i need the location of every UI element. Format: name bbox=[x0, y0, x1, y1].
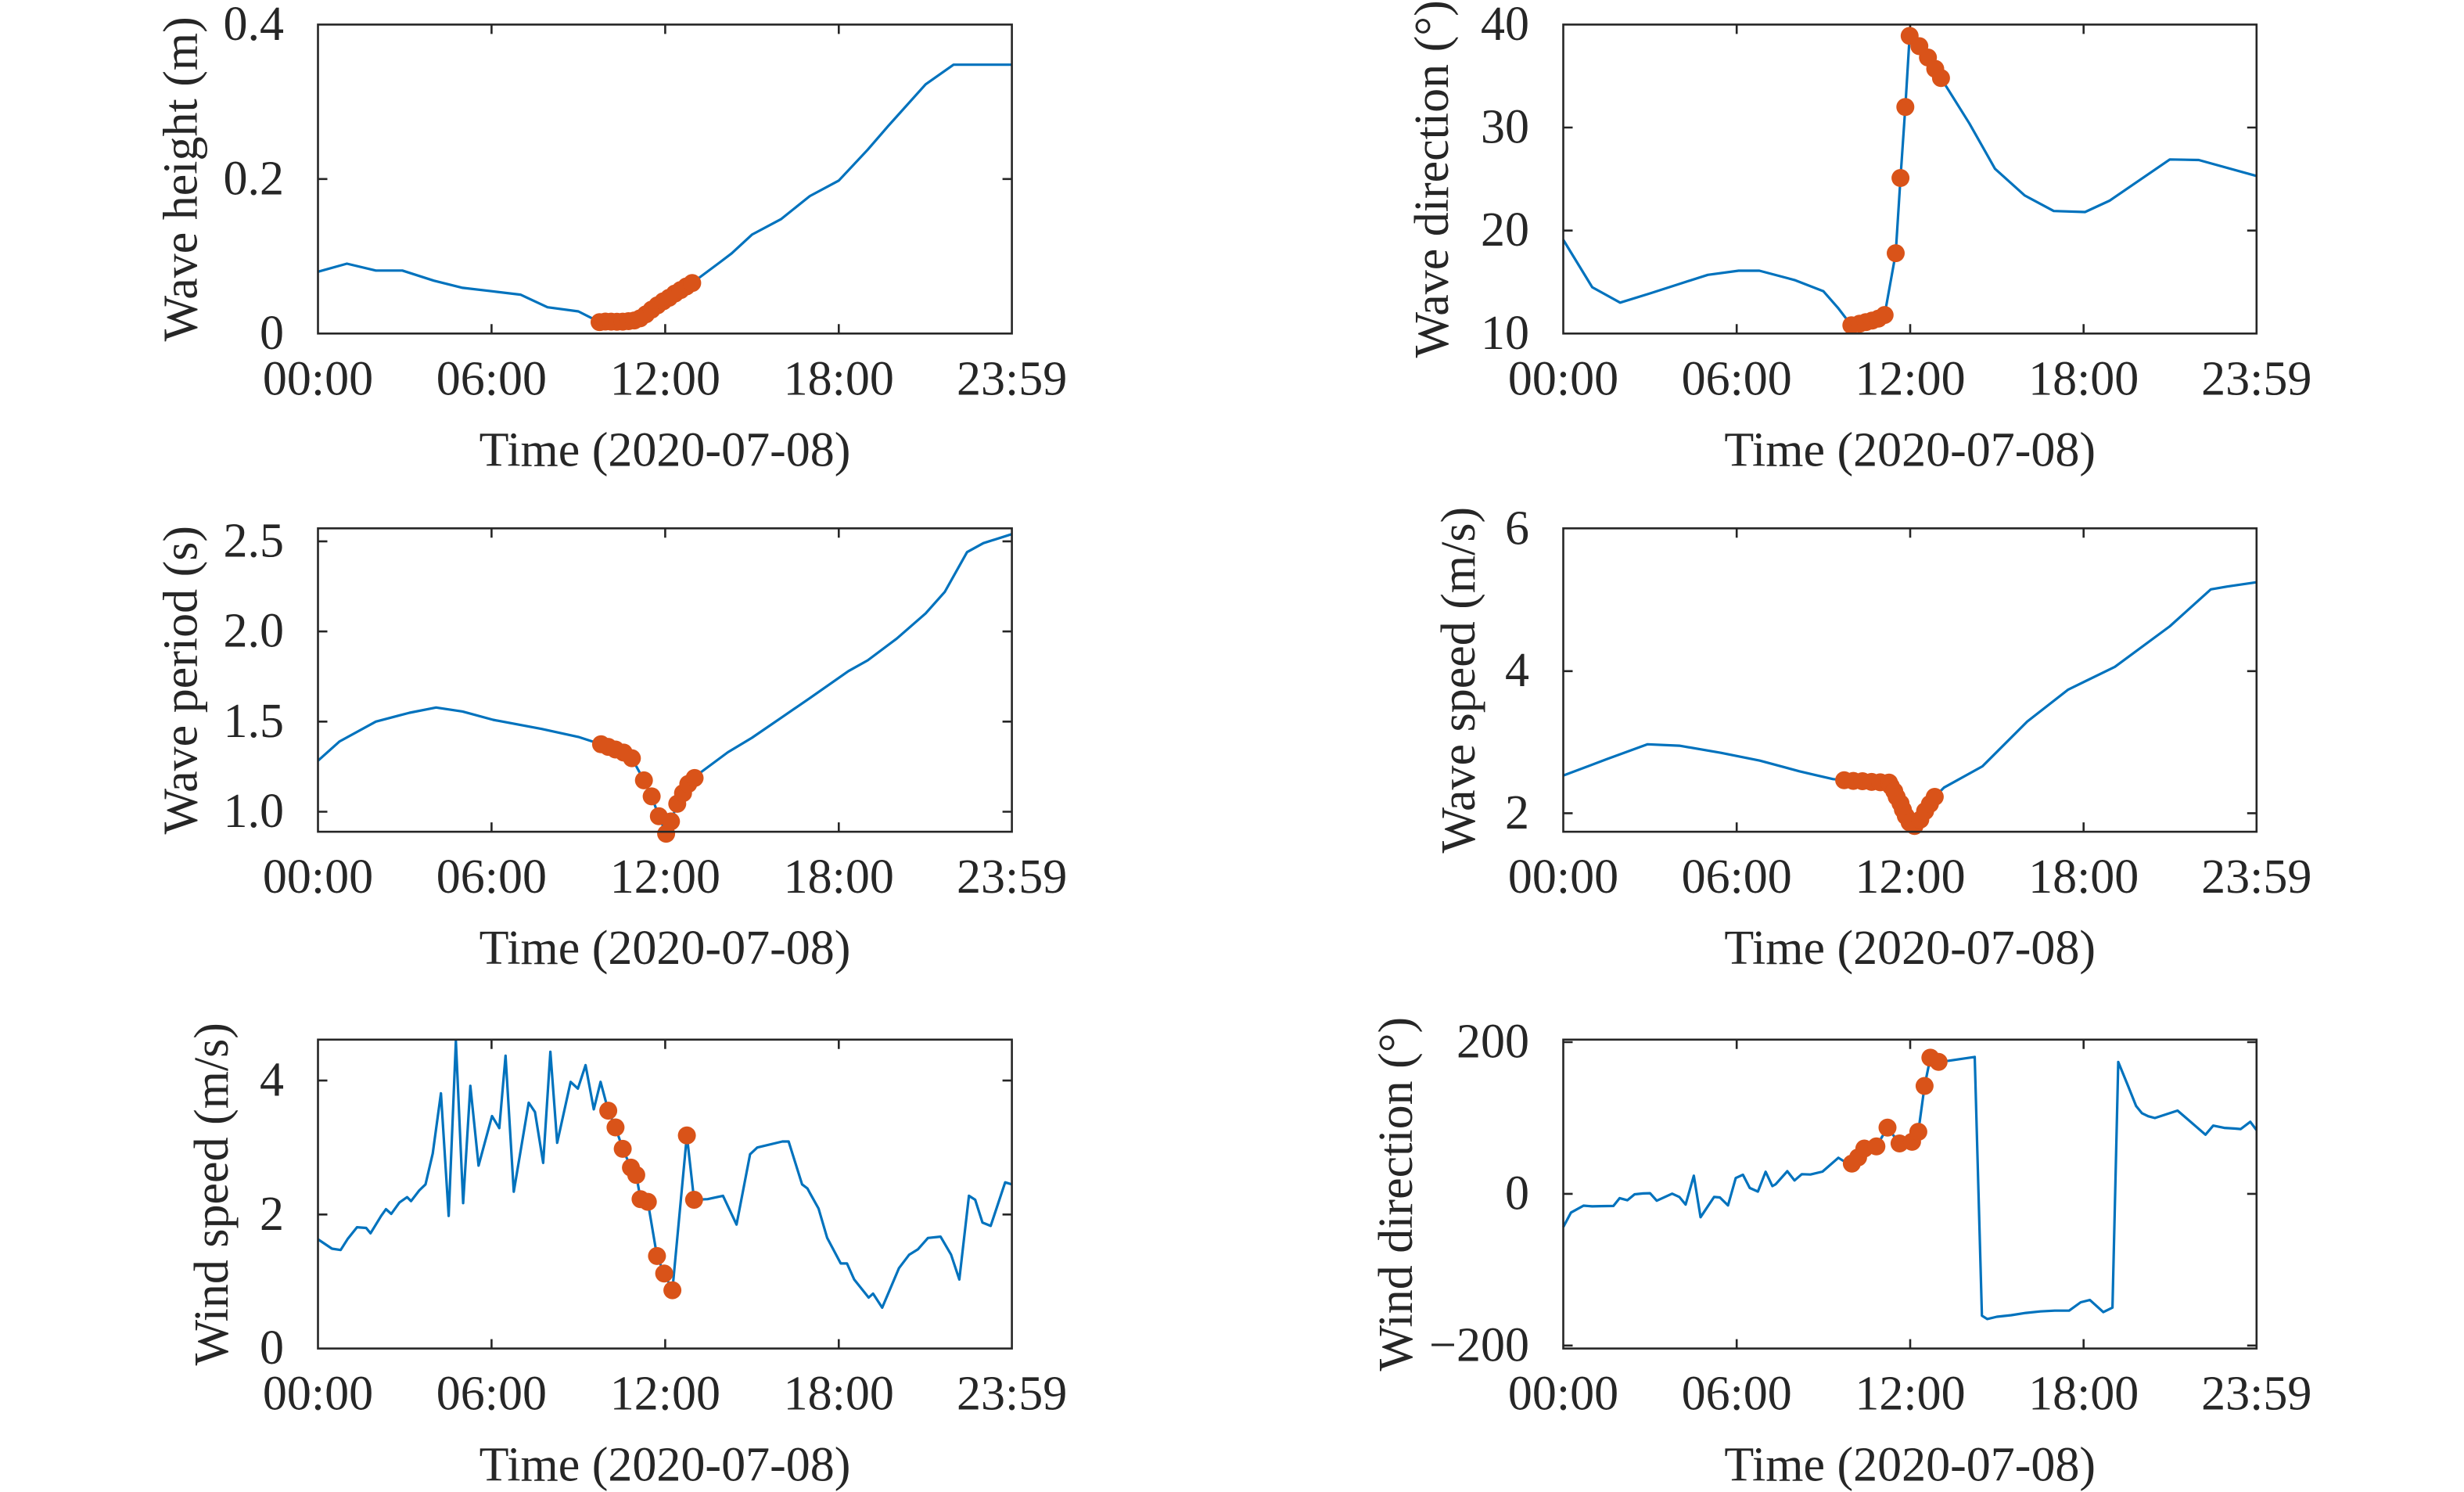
svg-text:18:00: 18:00 bbox=[784, 850, 894, 904]
svg-text:23:59: 23:59 bbox=[2201, 1368, 2311, 1421]
svg-text:1.5: 1.5 bbox=[224, 695, 285, 748]
svg-text:23:59: 23:59 bbox=[2201, 352, 2311, 405]
svg-text:00:00: 00:00 bbox=[263, 1368, 373, 1421]
svg-text:Wave direction (°): Wave direction (°) bbox=[1406, 0, 1459, 358]
svg-text:06:00: 06:00 bbox=[1682, 1368, 1792, 1421]
svg-text:06:00: 06:00 bbox=[436, 1368, 547, 1421]
svg-text:Time (2020-07-08): Time (2020-07-08) bbox=[1724, 1439, 2096, 1492]
svg-text:06:00: 06:00 bbox=[436, 352, 547, 405]
svg-text:00:00: 00:00 bbox=[1508, 1368, 1618, 1421]
svg-text:Time (2020-07-08): Time (2020-07-08) bbox=[1724, 423, 2096, 476]
svg-text:00:00: 00:00 bbox=[263, 352, 373, 405]
svg-text:Time (2020-07-08): Time (2020-07-08) bbox=[480, 1439, 851, 1492]
svg-text:Wave period (s): Wave period (s) bbox=[155, 526, 208, 834]
svg-text:0.4: 0.4 bbox=[224, 0, 285, 51]
svg-text:2.5: 2.5 bbox=[224, 514, 285, 567]
svg-text:10: 10 bbox=[1481, 307, 1529, 360]
svg-text:1.0: 1.0 bbox=[224, 785, 285, 838]
svg-text:−200: −200 bbox=[1429, 1318, 1529, 1372]
svg-text:12:00: 12:00 bbox=[610, 1368, 720, 1421]
svg-text:06:00: 06:00 bbox=[1682, 850, 1792, 904]
svg-text:Time (2020-07-08): Time (2020-07-08) bbox=[480, 423, 851, 476]
svg-text:0: 0 bbox=[1505, 1167, 1529, 1220]
svg-text:06:00: 06:00 bbox=[436, 850, 547, 904]
svg-text:06:00: 06:00 bbox=[1682, 352, 1792, 405]
svg-text:40: 40 bbox=[1481, 0, 1529, 51]
svg-text:23:59: 23:59 bbox=[2201, 850, 2311, 904]
svg-text:Time (2020-07-08): Time (2020-07-08) bbox=[1724, 922, 2096, 975]
svg-text:4: 4 bbox=[1505, 644, 1529, 697]
svg-text:23:59: 23:59 bbox=[957, 850, 1067, 904]
svg-text:12:00: 12:00 bbox=[610, 850, 720, 904]
svg-text:18:00: 18:00 bbox=[2028, 850, 2139, 904]
svg-text:0: 0 bbox=[260, 307, 284, 360]
svg-text:00:00: 00:00 bbox=[1508, 850, 1618, 904]
svg-text:00:00: 00:00 bbox=[1508, 352, 1618, 405]
svg-text:23:59: 23:59 bbox=[957, 1368, 1067, 1421]
svg-text:200: 200 bbox=[1456, 1016, 1529, 1069]
svg-text:Wave height (m): Wave height (m) bbox=[155, 16, 208, 341]
svg-text:12:00: 12:00 bbox=[1855, 1368, 1965, 1421]
svg-text:0.2: 0.2 bbox=[224, 152, 285, 205]
svg-text:18:00: 18:00 bbox=[2028, 352, 2139, 405]
svg-text:2.0: 2.0 bbox=[224, 605, 285, 658]
svg-text:00:00: 00:00 bbox=[263, 850, 373, 904]
svg-text:12:00: 12:00 bbox=[1855, 850, 1965, 904]
svg-text:18:00: 18:00 bbox=[784, 1368, 894, 1421]
svg-text:2: 2 bbox=[260, 1188, 284, 1241]
svg-text:18:00: 18:00 bbox=[784, 352, 894, 405]
svg-text:Wave speed (m/s): Wave speed (m/s) bbox=[1432, 507, 1485, 854]
svg-text:12:00: 12:00 bbox=[1855, 352, 1965, 405]
svg-text:6: 6 bbox=[1505, 502, 1529, 555]
svg-text:30: 30 bbox=[1481, 101, 1529, 154]
svg-text:23:59: 23:59 bbox=[957, 352, 1067, 405]
svg-text:Wind direction (°): Wind direction (°) bbox=[1370, 1017, 1423, 1372]
svg-text:Wind speed (m/s): Wind speed (m/s) bbox=[185, 1023, 239, 1365]
svg-text:Time (2020-07-08): Time (2020-07-08) bbox=[480, 922, 851, 975]
svg-text:2: 2 bbox=[1505, 786, 1529, 839]
svg-text:4: 4 bbox=[260, 1054, 284, 1107]
svg-text:18:00: 18:00 bbox=[2028, 1368, 2139, 1421]
svg-text:0: 0 bbox=[260, 1321, 284, 1375]
svg-text:12:00: 12:00 bbox=[610, 352, 720, 405]
svg-text:20: 20 bbox=[1481, 203, 1529, 257]
